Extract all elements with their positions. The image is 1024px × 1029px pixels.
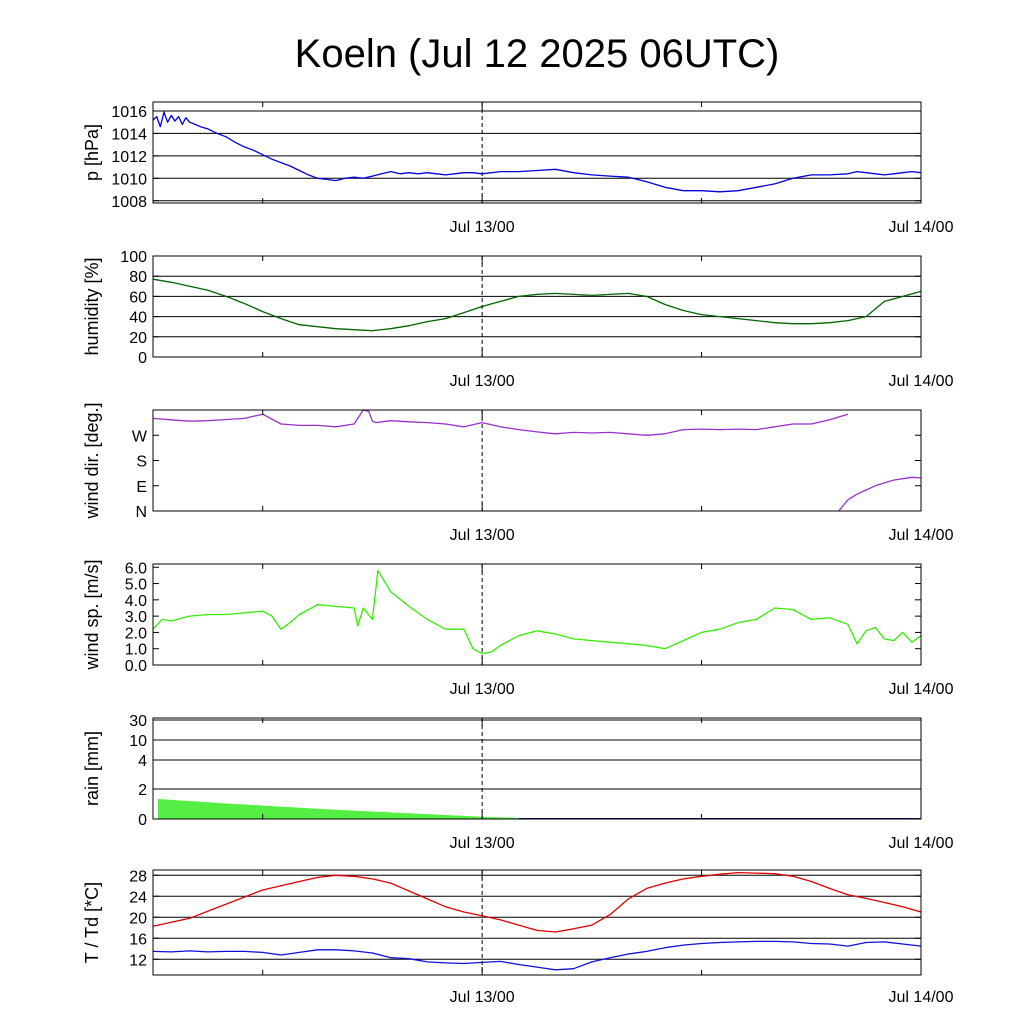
y-tick-label: 1008: [111, 194, 147, 211]
series-line: [838, 476, 922, 512]
y-tick-label: 10: [129, 733, 147, 750]
y-axis-label: humidity [%]: [82, 257, 102, 355]
series-line: [152, 409, 849, 436]
panel-frame: [152, 563, 922, 666]
x-tick-label: Jul 14/00: [889, 989, 954, 1006]
y-tick-label: 5.0: [125, 577, 147, 594]
y-tick-label: 4: [138, 753, 147, 770]
y-tick-label: S: [136, 454, 147, 471]
y-tick-label: 20: [129, 330, 147, 347]
panel-frame: [152, 101, 922, 204]
series-line: [152, 111, 922, 193]
y-tick-label: 1.0: [125, 642, 147, 659]
y-axis-label: p [hPa]: [82, 124, 102, 181]
series-line: [152, 940, 922, 971]
x-tick-label: Jul 13/00: [450, 681, 515, 698]
y-tick-label: 1014: [111, 126, 147, 143]
y-axis-label: rain [mm]: [82, 731, 102, 806]
rain-area: [158, 798, 921, 820]
x-tick-label: Jul 14/00: [889, 527, 954, 544]
x-tick-label: Jul 14/00: [889, 373, 954, 390]
y-tick-label: 12: [129, 952, 147, 969]
panel-frame: [152, 869, 922, 976]
x-tick-label: Jul 14/00: [889, 835, 954, 852]
y-tick-label: 1010: [111, 171, 147, 188]
x-tick-label: Jul 13/00: [450, 219, 515, 236]
y-tick-label: 60: [129, 289, 147, 306]
series-line: [152, 569, 922, 655]
panel-frame: [152, 409, 922, 512]
y-tick-label: 6.0: [125, 560, 147, 577]
panel-frame: [152, 255, 922, 358]
y-tick-label: 2.0: [125, 625, 147, 642]
y-axis-label: wind dir. [deg.]: [82, 402, 102, 519]
y-tick-label: 20: [129, 910, 147, 927]
y-axis-label: wind sp. [m/s]: [82, 559, 102, 670]
y-tick-label: E: [136, 479, 147, 496]
x-tick-label: Jul 13/00: [450, 373, 515, 390]
y-tick-label: 4.0: [125, 593, 147, 610]
y-tick-label: 24: [129, 889, 147, 906]
x-tick-label: Jul 14/00: [889, 219, 954, 236]
y-tick-label: 30: [129, 713, 147, 730]
y-tick-label: 1012: [111, 149, 147, 166]
y-tick-label: N: [135, 504, 147, 521]
y-tick-label: 2: [138, 782, 147, 799]
y-tick-label: 100: [120, 249, 147, 266]
y-tick-label: 0.0: [125, 658, 147, 675]
y-tick-label: 28: [129, 868, 147, 885]
x-tick-label: Jul 13/00: [450, 989, 515, 1006]
y-axis-label: T / Td [*C]: [82, 882, 102, 963]
y-tick-label: 80: [129, 269, 147, 286]
y-tick-label: 0: [138, 812, 147, 829]
chart-title: Koeln (Jul 12 2025 06UTC): [295, 32, 780, 76]
x-tick-label: Jul 13/00: [450, 527, 515, 544]
y-tick-label: 1016: [111, 104, 147, 121]
panel-frame: [152, 717, 922, 820]
y-tick-label: 0: [138, 350, 147, 367]
series-line: [152, 278, 922, 332]
y-tick-label: 16: [129, 931, 147, 948]
y-tick-label: 40: [129, 310, 147, 327]
x-tick-label: Jul 14/00: [889, 681, 954, 698]
y-tick-label: 3.0: [125, 609, 147, 626]
y-tick-label: W: [132, 428, 148, 445]
series-line: [152, 871, 922, 933]
x-tick-label: Jul 13/00: [450, 835, 515, 852]
